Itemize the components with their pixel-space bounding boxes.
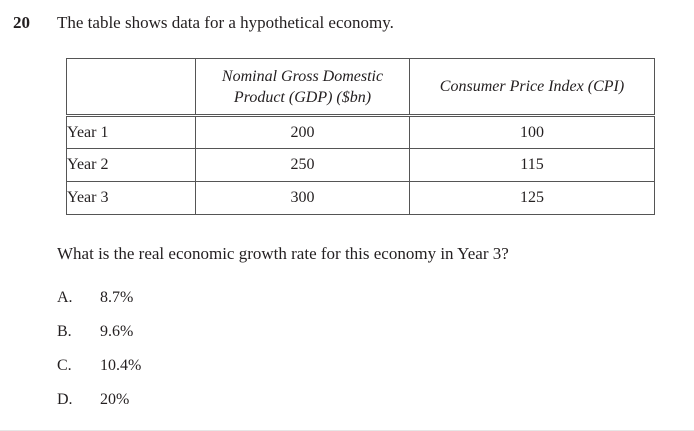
option-letter: A. [57, 289, 73, 306]
gdp-value: 300 [195, 181, 410, 215]
answer-option-b[interactable]: B. 9.6% [57, 322, 141, 356]
row-label: Year 2 [66, 148, 196, 182]
option-text: 9.6% [100, 323, 134, 340]
option-text: 10.4% [100, 357, 142, 374]
table-row: Year 2 250 115 [66, 148, 655, 182]
row-label: Year 3 [66, 181, 196, 215]
gdp-value: 250 [195, 148, 410, 182]
cpi-value: 125 [409, 181, 655, 215]
table-header-row: Nominal Gross Domestic Product (GDP) ($b… [66, 58, 655, 117]
answer-option-c[interactable]: C. 10.4% [57, 356, 141, 390]
answer-options: A. 8.7% B. 9.6% C. 10.4% D. 20% [57, 288, 141, 424]
header-nominal-gdp-line2: Product (GDP) ($bn) [233, 88, 372, 106]
header-nominal-gdp-line1: Nominal Gross Domestic [221, 67, 384, 85]
cpi-value: 115 [409, 148, 655, 182]
cpi-value: 100 [409, 115, 655, 149]
header-cpi: Consumer Price Index (CPI) [409, 58, 655, 117]
table-row: Year 1 200 100 [66, 115, 655, 149]
question-number: 20 [13, 13, 30, 32]
option-text: 20% [100, 391, 130, 408]
header-nominal-gdp: Nominal Gross Domestic Product (GDP) ($b… [195, 58, 410, 117]
option-letter: C. [57, 357, 72, 374]
question-stem: The table shows data for a hypothetical … [57, 13, 394, 32]
table-row: Year 3 300 125 [66, 181, 655, 215]
question-prompt: What is the real economic growth rate fo… [57, 244, 509, 263]
header-blank-cell [66, 58, 196, 117]
option-letter: D. [57, 391, 73, 408]
answer-option-d[interactable]: D. 20% [57, 390, 141, 424]
economy-data-table: Nominal Gross Domestic Product (GDP) ($b… [66, 58, 655, 215]
answer-option-a[interactable]: A. 8.7% [57, 288, 141, 322]
gdp-value: 200 [195, 115, 410, 149]
option-text: 8.7% [100, 289, 134, 306]
row-label: Year 1 [66, 115, 196, 149]
option-letter: B. [57, 323, 72, 340]
